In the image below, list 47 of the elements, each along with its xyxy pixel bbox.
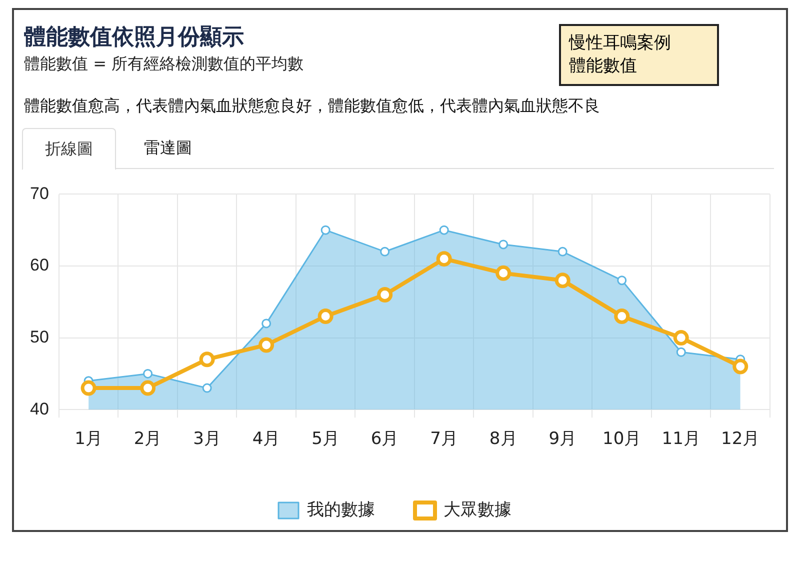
point — [380, 246, 390, 256]
point — [202, 383, 212, 393]
point — [496, 265, 512, 281]
y-tick-label: 40 — [30, 399, 49, 418]
y-tick-label: 50 — [30, 327, 49, 346]
x-tick-label: 11月 — [662, 429, 700, 450]
point — [320, 225, 330, 235]
chart-subtitle: 體能數值 = 所有經絡檢測數值的平均數 — [24, 54, 304, 75]
x-tick-label: 1月 — [74, 429, 102, 450]
point — [377, 286, 393, 302]
point — [140, 380, 156, 396]
point — [318, 308, 334, 324]
x-tick-label: 4月 — [252, 429, 280, 450]
x-tick-label: 6月 — [370, 429, 399, 450]
point — [80, 380, 96, 396]
x-tick-label: 8月 — [489, 429, 518, 450]
point — [673, 330, 689, 346]
y-tick-label: 70 — [30, 184, 49, 203]
point — [439, 225, 449, 235]
point — [558, 246, 568, 256]
x-tick-label: 5月 — [312, 429, 340, 450]
point — [617, 276, 627, 286]
point — [676, 347, 686, 357]
x-tick-label: 10月 — [602, 429, 642, 450]
x-tick-label: 12月 — [721, 429, 760, 450]
y-tick-label: 60 — [30, 256, 49, 275]
point — [199, 352, 215, 368]
text: 體能數值愈高，代表體內氣血狀態愈良好，體能數值愈低，代表體內氣血狀態不良 — [24, 96, 600, 117]
point — [262, 318, 272, 328]
point — [143, 368, 153, 378]
point — [614, 308, 630, 324]
text: 雷達圖 — [143, 137, 193, 159]
point — [732, 358, 748, 374]
point — [436, 251, 452, 267]
legend-label: 大眾數據 — [444, 500, 512, 520]
x-tick-label: 2月 — [134, 429, 162, 450]
point — [554, 272, 570, 288]
x-tick-label: 7月 — [430, 429, 458, 450]
text: 體能數值 — [569, 54, 638, 78]
chart-title: 體能數值依照月份顯示 — [24, 24, 244, 52]
x-tick-label: 3月 — [193, 429, 221, 450]
text: 慢性耳鳴案例 — [569, 32, 672, 55]
point — [258, 337, 274, 353]
text: 折線圖 — [22, 128, 116, 170]
legend-label: 我的數據 — [307, 500, 375, 520]
point — [498, 240, 508, 250]
x-tick-label: 9月 — [548, 429, 577, 450]
